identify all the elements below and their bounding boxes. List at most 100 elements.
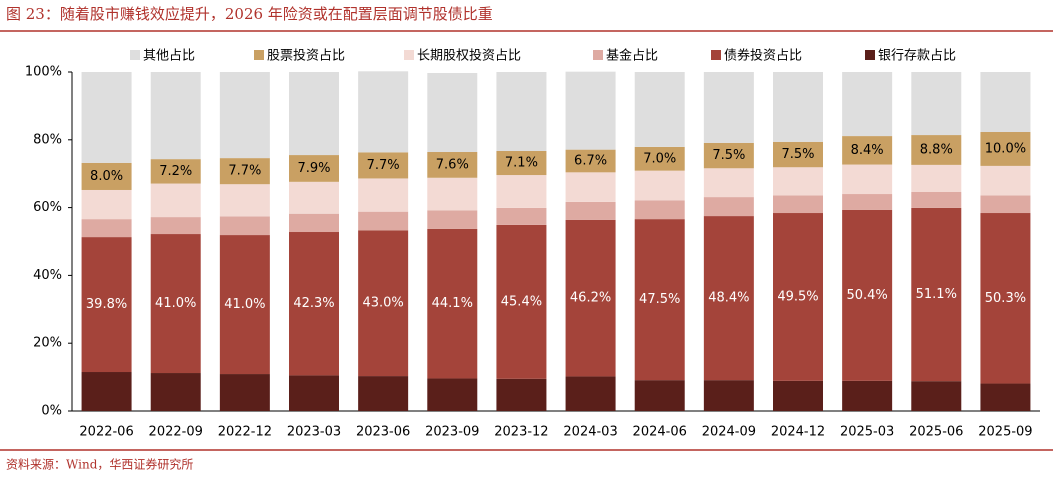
bar-segment <box>289 181 339 214</box>
bar-segment <box>81 219 132 238</box>
bar-segment <box>842 164 893 195</box>
bar-segment <box>773 213 823 381</box>
data-label: 7.0% <box>643 151 676 166</box>
legend-label: 股票投资占比 <box>267 48 345 64</box>
bar-segment <box>703 380 754 411</box>
data-label: 8.8% <box>920 142 953 157</box>
chart-title: 图 23：随着股市赚钱效应提升，2026 年险资或在配置层面调节股债比重 <box>6 5 493 23</box>
bar-segment <box>842 136 893 165</box>
bar-segment <box>773 195 823 214</box>
data-label: 8.0% <box>90 169 123 184</box>
bar-segment <box>634 200 685 220</box>
bar-segment <box>358 152 409 179</box>
bar-segment <box>219 374 270 411</box>
bar-segment <box>842 209 893 381</box>
data-label: 45.4% <box>501 294 542 309</box>
bar-segment <box>81 72 132 163</box>
data-label: 7.2% <box>159 164 192 179</box>
bar-segment <box>81 162 132 190</box>
bar-segment <box>219 158 270 185</box>
data-label: 42.3% <box>293 296 334 311</box>
bar-segment <box>911 381 962 411</box>
y-tick-label: 40% <box>33 268 62 283</box>
source: 资料来源：Wind，华西证券研究所 <box>6 457 193 472</box>
data-label: 41.0% <box>155 296 196 311</box>
bar-segment <box>634 72 685 147</box>
y-tick-label: 60% <box>33 200 62 215</box>
bar-segment <box>842 72 893 137</box>
data-label: 7.5% <box>712 148 745 163</box>
data-label: 7.7% <box>228 164 261 179</box>
bar-segment <box>634 146 685 171</box>
legend-label: 银行存款占比 <box>878 49 956 64</box>
bar-segment <box>773 167 823 196</box>
data-label: 7.9% <box>297 161 330 176</box>
data-label: 47.5% <box>639 292 680 307</box>
bar-segment <box>703 142 754 169</box>
legend-swatch <box>593 50 603 60</box>
bar-segment <box>773 141 823 168</box>
bar-segment <box>219 184 270 217</box>
data-label: 7.5% <box>781 147 814 162</box>
bar-segment <box>150 234 201 374</box>
bar-segment <box>427 228 478 379</box>
legend-swatch <box>865 50 875 60</box>
bar-segment <box>703 168 754 198</box>
x-tick-label: 2023-12 <box>494 425 548 440</box>
bar-segment <box>911 207 962 382</box>
bar-segment <box>496 175 547 208</box>
data-label: 49.5% <box>777 289 818 304</box>
x-tick-label: 2023-09 <box>425 425 479 440</box>
bar-segment <box>219 235 270 375</box>
bar-segment <box>980 72 1031 133</box>
x-tick-label: 2025-09 <box>978 425 1032 440</box>
bar-segment <box>496 150 547 176</box>
x-tick-label: 2022-09 <box>149 425 203 440</box>
y-tick-label: 80% <box>33 132 62 147</box>
x-tick-label: 2024-12 <box>771 425 825 440</box>
data-label: 7.1% <box>505 156 538 171</box>
bar-segment <box>773 72 823 142</box>
bar-segment <box>150 373 201 411</box>
bar-segment <box>634 380 685 411</box>
y-tick-label: 0% <box>41 404 62 419</box>
legend-label: 债券投资占比 <box>724 48 802 64</box>
bar-segment <box>150 217 201 235</box>
legend-label: 其他占比 <box>143 49 195 64</box>
bar-segment <box>289 232 339 376</box>
data-label: 46.2% <box>570 291 611 306</box>
bar-segment <box>842 380 893 411</box>
bar-segment <box>980 383 1031 411</box>
x-tick-label: 2023-03 <box>287 425 341 440</box>
bar-segment <box>81 189 132 220</box>
bar-segment <box>358 211 409 231</box>
bar-segment <box>634 170 685 201</box>
data-label: 7.6% <box>436 157 469 172</box>
data-label: 6.7% <box>574 153 607 168</box>
bar-segment <box>496 224 547 379</box>
bar-segment <box>358 71 409 153</box>
bar-segment <box>911 72 962 136</box>
bar-segment <box>496 378 547 411</box>
bar-segment <box>980 132 1031 166</box>
data-label: 48.4% <box>708 291 749 306</box>
bar-segment <box>773 380 823 411</box>
bar-segment <box>150 183 201 218</box>
bar-segment <box>703 216 754 381</box>
bar-segment <box>634 219 685 381</box>
bar-segment <box>289 72 339 156</box>
bar-segment <box>219 72 270 159</box>
bar-segment <box>358 178 409 212</box>
data-label: 51.1% <box>916 287 957 302</box>
bar-segment <box>219 216 270 236</box>
bar-segment <box>980 213 1031 384</box>
bar-segment <box>81 237 132 373</box>
data-label: 41.0% <box>224 297 265 312</box>
bar-segment <box>980 195 1031 214</box>
data-label: 50.3% <box>985 291 1026 306</box>
bar-segment <box>427 152 478 178</box>
bar-segment <box>565 376 616 411</box>
data-label: 10.0% <box>985 141 1026 156</box>
bar-segment <box>911 164 962 193</box>
x-tick-label: 2025-03 <box>840 425 894 440</box>
